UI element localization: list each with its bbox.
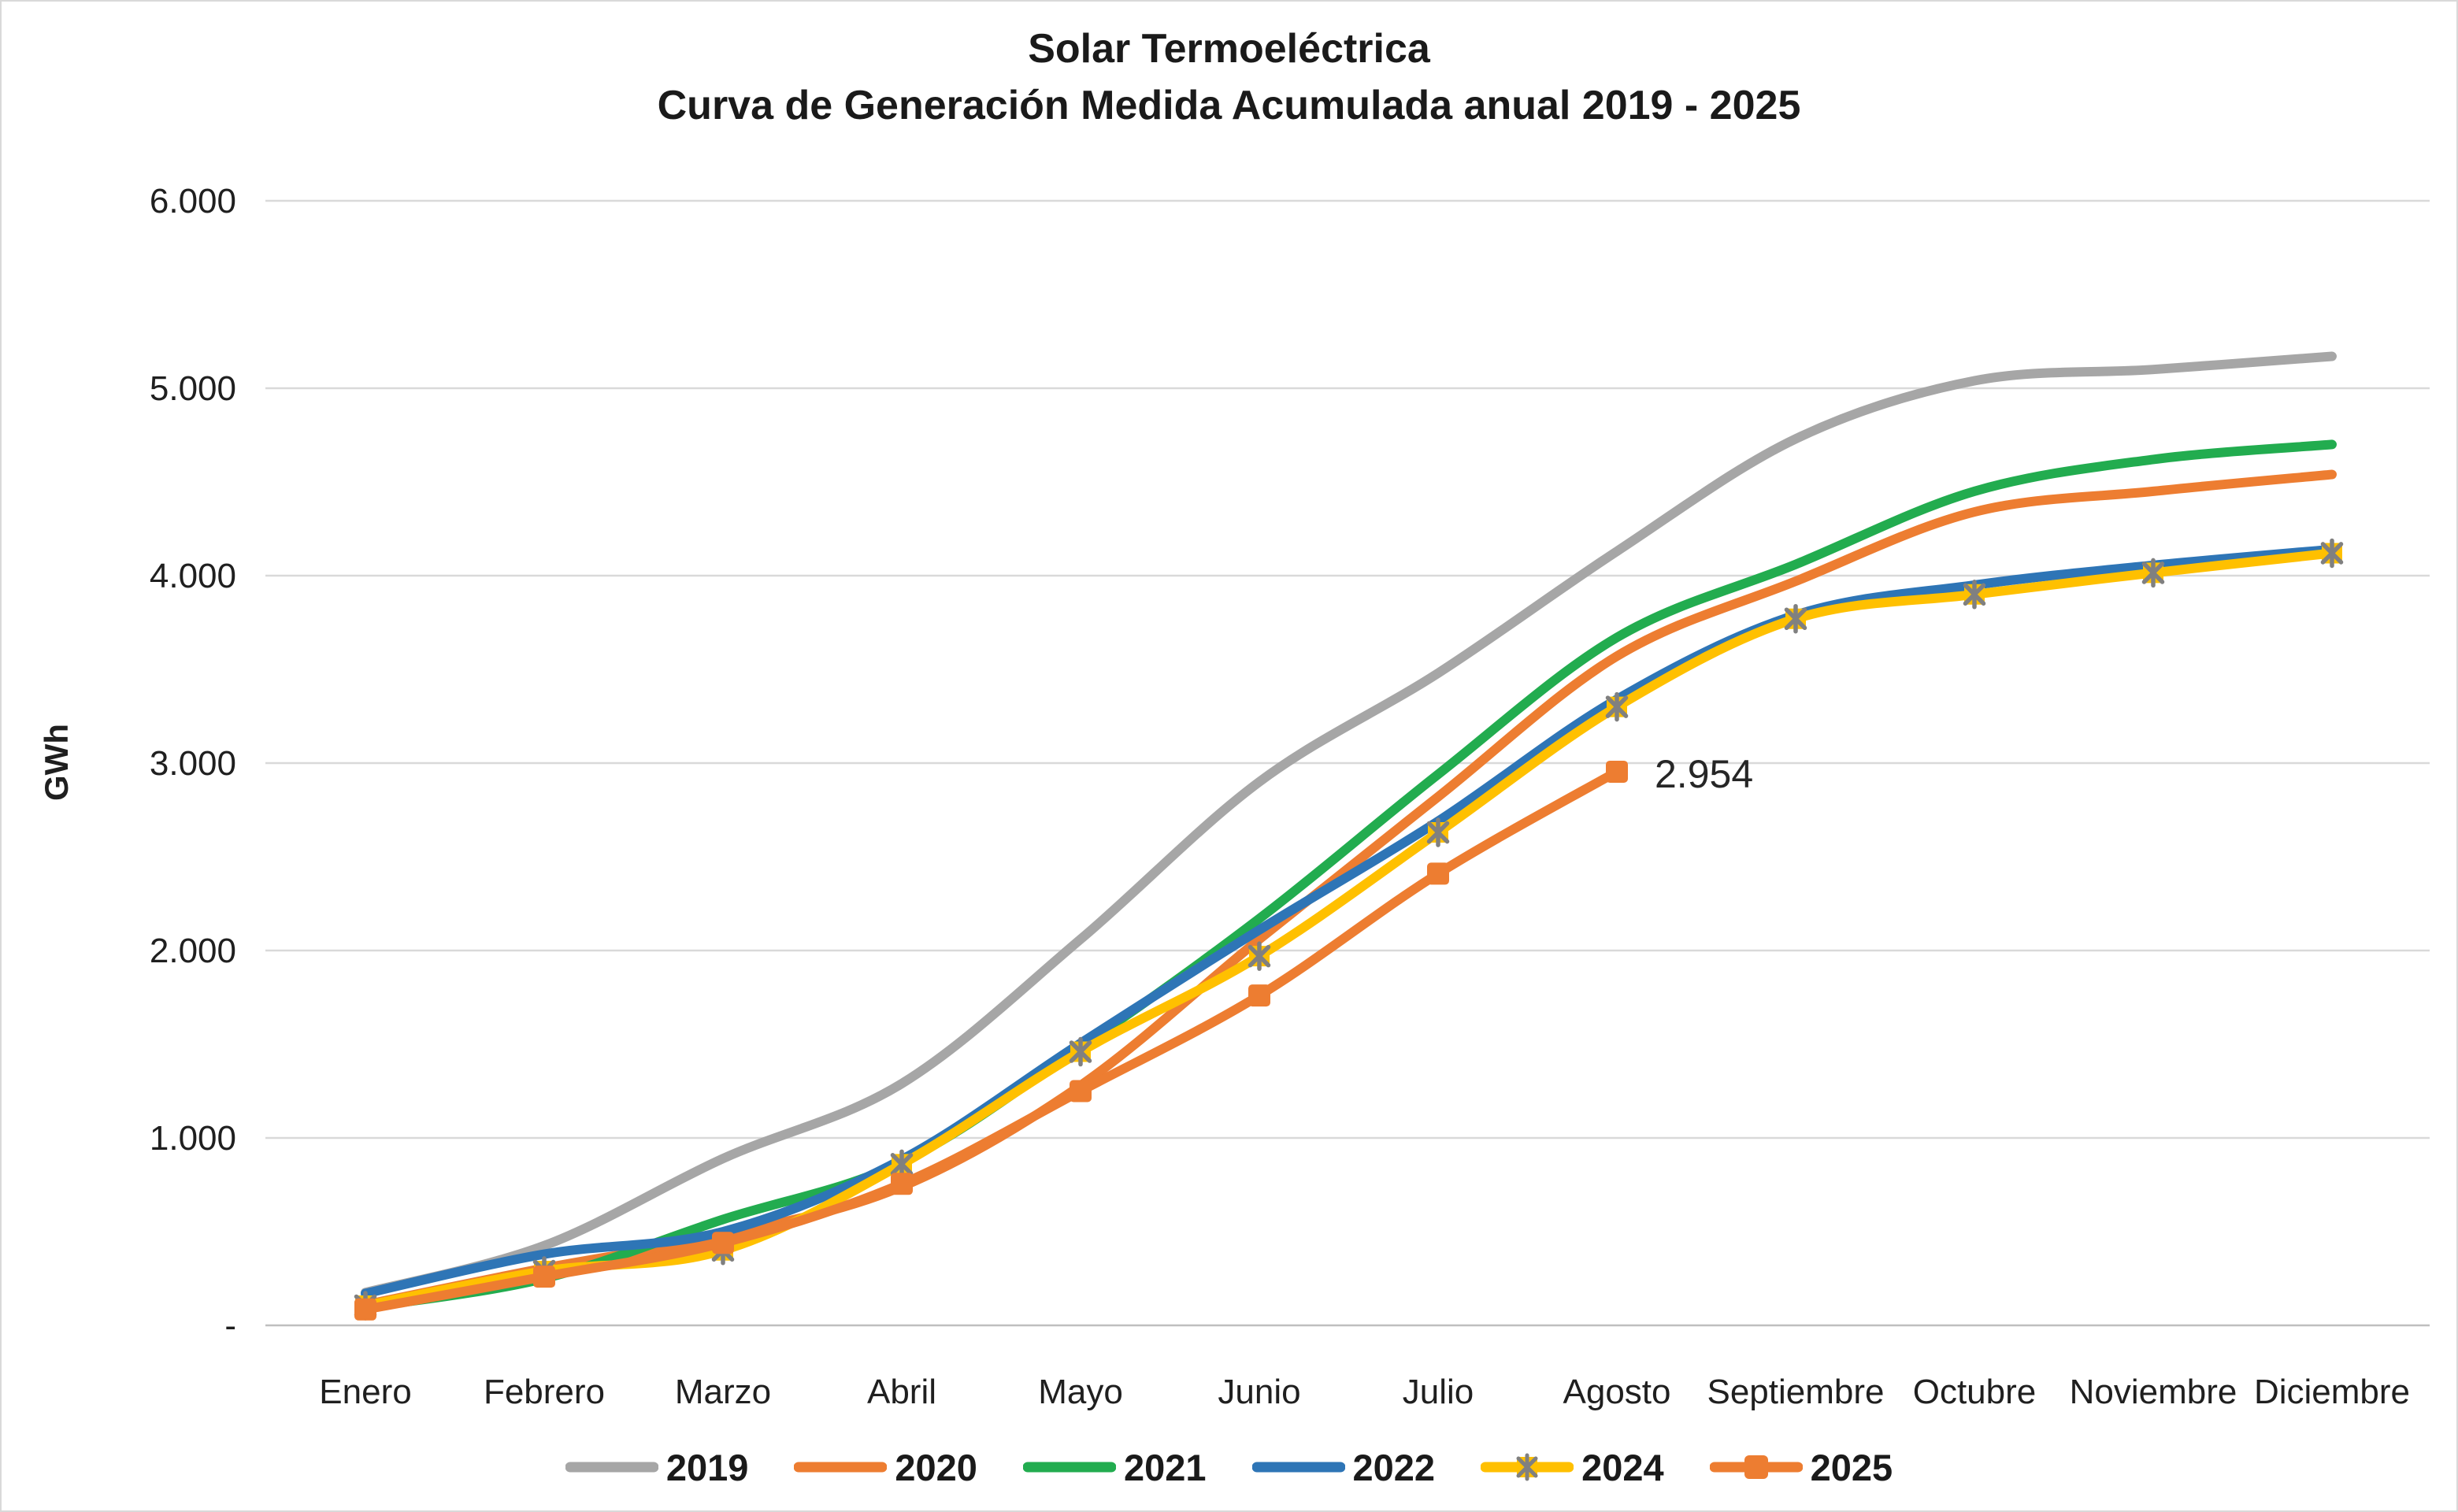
legend-swatch-2022 bbox=[1251, 1462, 1345, 1473]
legend-swatch-2025 bbox=[1709, 1455, 1803, 1479]
y-tick-label: - bbox=[224, 1306, 236, 1345]
x-tick-label-octubre: Octubre bbox=[1913, 1373, 2037, 1411]
legend-item-2020[interactable]: 2020 bbox=[794, 1446, 977, 1489]
legend-swatch-2024 bbox=[1481, 1453, 1574, 1481]
legend-item-2022[interactable]: 2022 bbox=[1251, 1446, 1436, 1489]
data-label-2025-agosto: 2.954 bbox=[1655, 752, 1753, 796]
x-tick-label-julio: Julio bbox=[1403, 1373, 1474, 1411]
x-tick-label-abril: Abril bbox=[867, 1373, 936, 1411]
square-marker-2025 bbox=[533, 1266, 555, 1288]
series-2019 bbox=[361, 351, 2337, 1298]
legend-square-marker-icon bbox=[1744, 1455, 1768, 1479]
y-tick-label: 3.000 bbox=[150, 744, 236, 783]
series-2025 bbox=[354, 760, 1628, 1321]
y-axis-title: GWh bbox=[38, 724, 75, 801]
y-tick-label: 4.000 bbox=[150, 557, 236, 595]
series-line-2020 bbox=[361, 469, 2337, 1310]
y-tick-label: 2.000 bbox=[150, 932, 236, 970]
series-line-2019 bbox=[361, 351, 2337, 1298]
series-2021 bbox=[361, 439, 2337, 1313]
x-tick-label-mayo: Mayo bbox=[1038, 1373, 1123, 1411]
legend-label-2025: 2025 bbox=[1810, 1446, 1893, 1488]
series-line-2024 bbox=[361, 548, 2337, 1311]
square-marker-2025 bbox=[891, 1173, 913, 1195]
legend-label-2020: 2020 bbox=[895, 1446, 977, 1488]
gridlines bbox=[265, 199, 2430, 1327]
series-line-2022 bbox=[361, 544, 2337, 1299]
x-tick-label-diciembre: Diciembre bbox=[2254, 1373, 2410, 1411]
chart-title-line1: Solar Termoeléctrica bbox=[1028, 26, 1430, 72]
square-marker-2025 bbox=[712, 1232, 734, 1254]
y-tick-label: 6.000 bbox=[150, 182, 236, 220]
square-marker-2025 bbox=[1248, 984, 1270, 1007]
x-tick-label-septiembre: Septiembre bbox=[1707, 1373, 1884, 1411]
square-marker-2025 bbox=[354, 1298, 376, 1321]
legend-label-2024: 2024 bbox=[1581, 1446, 1664, 1488]
square-marker-2025 bbox=[1070, 1080, 1092, 1102]
x-axis-labels: Enero Febrero Marzo Abril Mayo Junio Julio Agos… bbox=[319, 1373, 2410, 1411]
legend-item-2019[interactable]: 2019 bbox=[565, 1446, 749, 1489]
series-2020 bbox=[361, 469, 2337, 1310]
y-tick-label: 1.000 bbox=[150, 1119, 236, 1158]
series-line-2021 bbox=[361, 439, 2337, 1313]
y-axis-labels: - 1.000 2.000 3.000 4.000 5.000 6.000 bbox=[150, 182, 236, 1345]
legend-label-2019: 2019 bbox=[665, 1446, 749, 1488]
series-2022 bbox=[361, 544, 2337, 1299]
square-marker-2025 bbox=[1606, 760, 1628, 783]
x-tick-label-noviembre: Noviembre bbox=[2070, 1373, 2237, 1411]
legend-label-2022: 2022 bbox=[1352, 1446, 1436, 1488]
legend-label-2021: 2021 bbox=[1123, 1446, 1207, 1488]
legend-item-2021[interactable]: 2021 bbox=[1022, 1446, 1207, 1489]
chart-title-line2: Curva de Generación Medida Acumulada anu… bbox=[657, 83, 1801, 128]
chart-legend: 2019 2020 2021 2022 2024 2025 bbox=[0, 1440, 2458, 1495]
legend-item-2024[interactable]: 2024 bbox=[1481, 1446, 1664, 1489]
x-tick-label-febrero: Febrero bbox=[484, 1373, 605, 1411]
legend-item-2025[interactable]: 2025 bbox=[1709, 1446, 1893, 1489]
square-marker-2025 bbox=[1427, 862, 1449, 885]
legend-swatch-2020 bbox=[794, 1462, 888, 1473]
y-tick-label: 5.000 bbox=[150, 369, 236, 408]
x-tick-label-junio: Junio bbox=[1218, 1373, 1300, 1411]
legend-swatch-2021 bbox=[1022, 1462, 1116, 1473]
x-tick-label-agosto: Agosto bbox=[1563, 1373, 1671, 1411]
legend-swatch-2019 bbox=[565, 1462, 658, 1473]
x-tick-label-enero: Enero bbox=[319, 1373, 411, 1411]
chart-title: Solar Termoeléctrica Curva de Generación… bbox=[0, 20, 2458, 134]
x-tick-label-marzo: Marzo bbox=[675, 1373, 771, 1411]
series-line-2025 bbox=[361, 766, 1622, 1314]
